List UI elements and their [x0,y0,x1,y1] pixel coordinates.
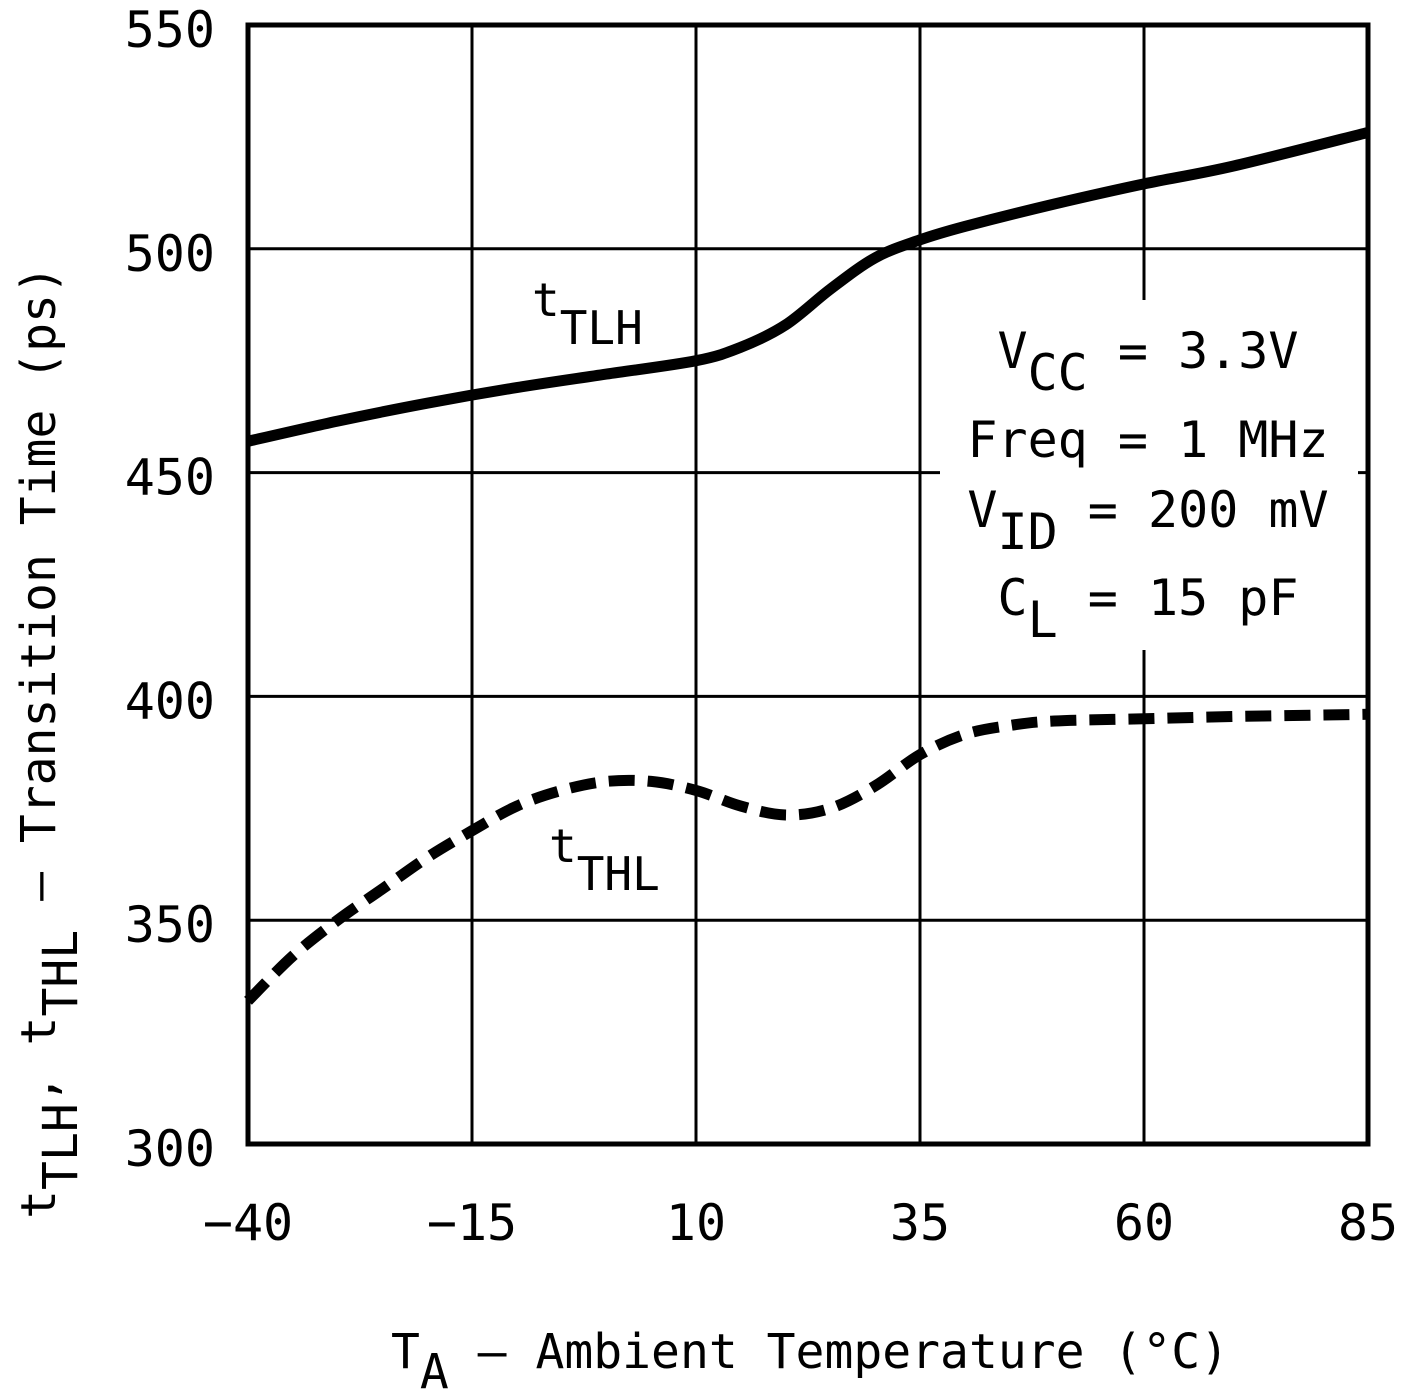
x-tick-label: −15 [427,1194,517,1252]
series-line-tthl [244,708,1369,1005]
tick-labels: −40 −15 10 35 60 85 300 350 400 450 500 550 [125,1,1398,1252]
y-tick-label: 350 [125,896,215,954]
x-tick-label: 10 [666,1194,726,1252]
series-layer: tTLH tTHL [244,127,1370,1005]
y-axis-title: tTLH, tTHL – Transition Time (ps) [11,265,89,1219]
annotation-line: VCC = 3.3V [997,322,1298,402]
plot-border [245,22,1371,1147]
series-line-ttlh [246,127,1370,447]
plot-frame [245,22,1371,1147]
y-tick-label: 500 [125,225,215,283]
x-tick-label: 35 [890,1194,950,1252]
y-tick-label: 450 [125,449,215,507]
x-tick-label: −40 [203,1194,293,1252]
annotation-line: VID = 200 mV [967,481,1328,561]
annotation-background [940,300,1358,650]
y-tick-label: 300 [125,1120,215,1178]
x-axis-title: TA – Ambient Temperature (°C) [391,1324,1229,1390]
x-tick-label: 60 [1114,1194,1174,1252]
annotation-line: CL = 15 pF [997,569,1298,649]
annotation-line: Freq = 1 MHz [967,411,1328,469]
series-label-ttlh: tTLH [532,273,643,355]
y-tick-label: 550 [125,1,215,59]
axis-titles: TA – Ambient Temperature (°C) tTLH, tTHL … [11,265,1229,1390]
series-label-tthl: tTHL [549,819,660,901]
y-tick-label: 400 [125,672,215,730]
grid-layer [248,25,1368,1144]
x-tick-label: 85 [1338,1194,1398,1252]
